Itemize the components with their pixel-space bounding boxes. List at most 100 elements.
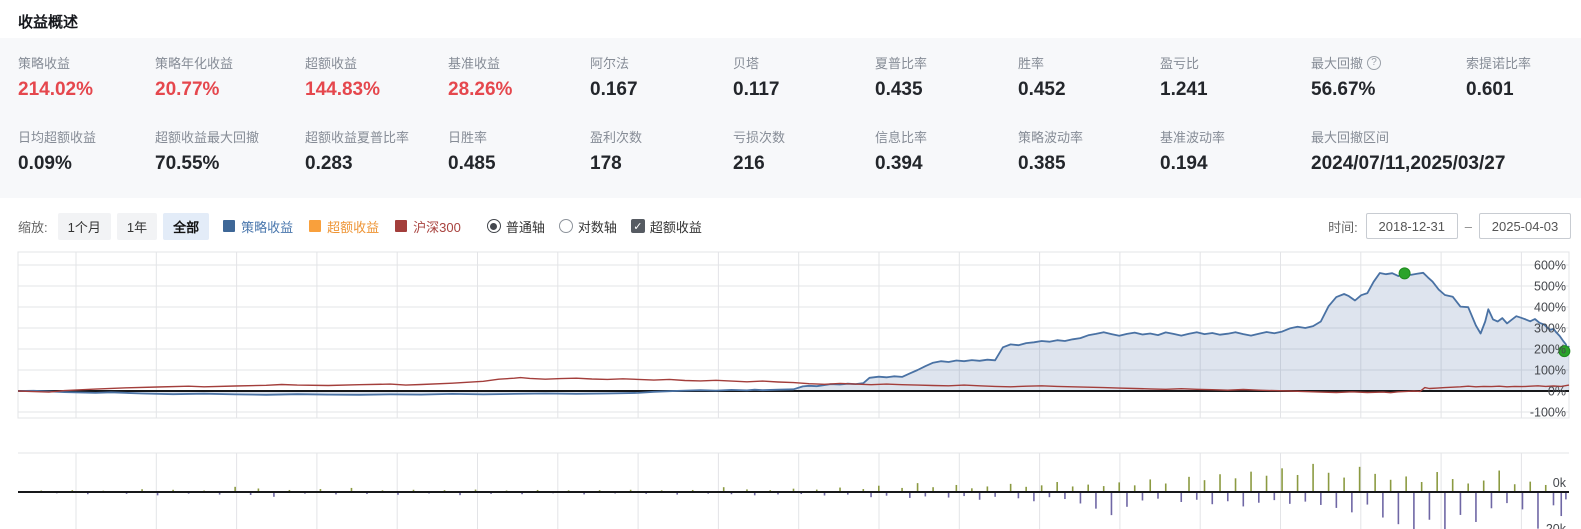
y-axis-tick: 200% (1534, 343, 1566, 357)
marker-dot-0 (1398, 267, 1411, 280)
daily-excess-bar-chart-svg: 0k -20k (18, 452, 1569, 529)
metric-value: 144.83% (305, 79, 381, 100)
axis-radio-0[interactable]: 普通轴 (486, 217, 545, 236)
radio-icon[interactable] (558, 219, 573, 233)
metric-label: 索提诺比率 (1466, 56, 1532, 71)
metric-value: 56.67% (1311, 79, 1376, 100)
legend-swatch-icon (223, 220, 236, 232)
metric-label: 基准收益 (448, 56, 501, 71)
metric-value: 1.241 (1160, 79, 1208, 100)
metric-label: 盈利次数 (590, 130, 643, 145)
range-button-1[interactable]: 1年 (116, 212, 158, 240)
metric-value: 214.02% (18, 79, 94, 100)
date-to-input[interactable] (1479, 213, 1571, 239)
range-button-0[interactable]: 1个月 (57, 212, 111, 240)
metric-value: 0.117 (733, 79, 780, 100)
y-axis-tick: 100% (1534, 364, 1566, 378)
legend-label: 策略收益 (241, 219, 294, 235)
metric-value: 0.385 (1018, 153, 1066, 174)
radio-label: 对数轴 (577, 219, 617, 235)
metric-value: 216 (733, 153, 765, 174)
metric-label: 夏普比率 (875, 56, 928, 71)
radio-label: 普通轴 (505, 219, 545, 235)
time-label: 时间: (1328, 219, 1358, 235)
metric-value: 178 (590, 153, 622, 174)
date-from-input[interactable] (1365, 213, 1458, 239)
y-axis-tick: 0k (1553, 476, 1567, 490)
metric-r2-5: 亏损次数 216 (733, 127, 785, 175)
range-button-group: 1个月 1年 全部 (57, 212, 215, 240)
metric-value: 2024/07/11,2025/03/27 (1311, 153, 1506, 174)
radio-dot-icon (490, 222, 498, 230)
metric-label: 信息比率 (875, 130, 928, 145)
metric-r2-6: 信息比率 0.394 (875, 127, 927, 175)
metric-r1-2: 超额收益 144.83% (305, 53, 380, 101)
metric-label: 策略收益 (18, 56, 71, 71)
metric-label: 阿尔法 (590, 56, 630, 71)
help-icon[interactable]: ? (1367, 55, 1382, 70)
metric-r1-0: 策略收益 214.02% (18, 53, 93, 101)
metric-label: 亏损次数 (733, 130, 786, 145)
metric-value: 28.26% (448, 79, 513, 100)
page-title: 收益概述 (18, 14, 79, 31)
axis-radio-1[interactable]: 对数轴 (558, 217, 617, 236)
metric-value: 20.77% (155, 79, 220, 100)
metric-r1-6: 夏普比率 0.435 (875, 53, 927, 101)
metric-value: 0.394 (875, 153, 923, 174)
legend-item-1[interactable]: 超额收益 (309, 217, 379, 236)
metric-label: 日均超额收益 (18, 130, 97, 145)
metric-r2-1: 超额收益最大回撤 70.55% (155, 127, 259, 175)
metric-value: 0.485 (448, 153, 496, 174)
metric-label: 胜率 (1018, 56, 1045, 71)
metric-r1-10: 索提诺比率 0.601 (1466, 53, 1531, 101)
metric-label: 策略年化收益 (155, 56, 234, 71)
y-axis-tick: -100% (1530, 406, 1566, 420)
metric-label: 盈亏比 (1160, 56, 1200, 71)
metric-r1-1: 策略年化收益 20.77% (155, 53, 233, 101)
metric-label: 最大回撤? (1311, 53, 1382, 72)
metric-label: 超额收益夏普比率 (305, 130, 410, 145)
metric-value: 0.435 (875, 79, 923, 100)
chart-legend: 策略收益 超额收益 沪深300 (223, 217, 477, 236)
metric-label: 日胜率 (448, 130, 488, 145)
metric-label: 最大回撤区间 (1311, 130, 1390, 145)
metric-value: 0.601 (1466, 79, 1514, 100)
metric-r1-8: 盈亏比 1.241 (1160, 53, 1208, 101)
metric-r2-8: 基准波动率 0.194 (1160, 127, 1225, 175)
metric-label: 策略波动率 (1018, 130, 1084, 145)
date-range-separator: – (1464, 218, 1472, 234)
metric-r1-3: 基准收益 28.26% (448, 53, 512, 101)
metric-r2-4: 盈利次数 178 (590, 127, 642, 175)
legend-label: 超额收益 (327, 219, 380, 235)
legend-swatch-icon (395, 220, 408, 232)
legend-item-0[interactable]: 策略收益 (223, 217, 293, 236)
metric-r2-0: 日均超额收益 0.09% (18, 127, 96, 175)
series-line-1 (17, 376, 1570, 394)
metric-label: 超额收益 (305, 56, 358, 71)
metric-value: 0.194 (1160, 153, 1208, 174)
returns-line-chart[interactable]: 600% 500% 400% 300% 200% 100% 0% -100% (0, 242, 1581, 440)
excess-return-checkbox[interactable]: ✓ 超额收益 (630, 217, 702, 236)
daily-excess-bar-chart[interactable]: 0k -20k (0, 440, 1581, 529)
zoom-label: 缩放: (18, 219, 48, 235)
legend-swatch-icon (309, 220, 322, 232)
y-axis-tick: -20k (1542, 522, 1567, 529)
metric-r2-9: 最大回撤区间 2024/07/11,2025/03/27 (1311, 127, 1505, 175)
y-axis-tick: 500% (1534, 280, 1566, 294)
legend-label: 沪深300 (413, 219, 461, 235)
axis-type-group: 普通轴 对数轴 (486, 217, 631, 236)
metric-r2-3: 日胜率 0.485 (448, 127, 496, 175)
legend-item-2[interactable]: 沪深300 (395, 217, 461, 236)
returns-line-chart-svg: 600% 500% 400% 300% 200% 100% 0% -100% (17, 251, 1571, 420)
metric-label: 基准波动率 (1160, 130, 1226, 145)
metric-value: 0.452 (1018, 79, 1066, 100)
checkbox-check-icon[interactable]: ✓ (630, 219, 645, 233)
metric-r1-7: 胜率 0.452 (1018, 53, 1066, 101)
range-button-2[interactable]: 全部 (163, 212, 210, 240)
y-axis-tick: 0% (1548, 385, 1566, 399)
radio-icon[interactable] (486, 219, 501, 233)
metric-r1-5: 贝塔 0.117 (733, 53, 780, 101)
metric-value: 0.283 (305, 153, 353, 174)
metrics-panel: 策略收益 214.02% 策略年化收益 20.77% 超额收益 144.83% 基准收益 28… (0, 38, 1581, 198)
y-axis-tick: 600% (1534, 259, 1566, 273)
